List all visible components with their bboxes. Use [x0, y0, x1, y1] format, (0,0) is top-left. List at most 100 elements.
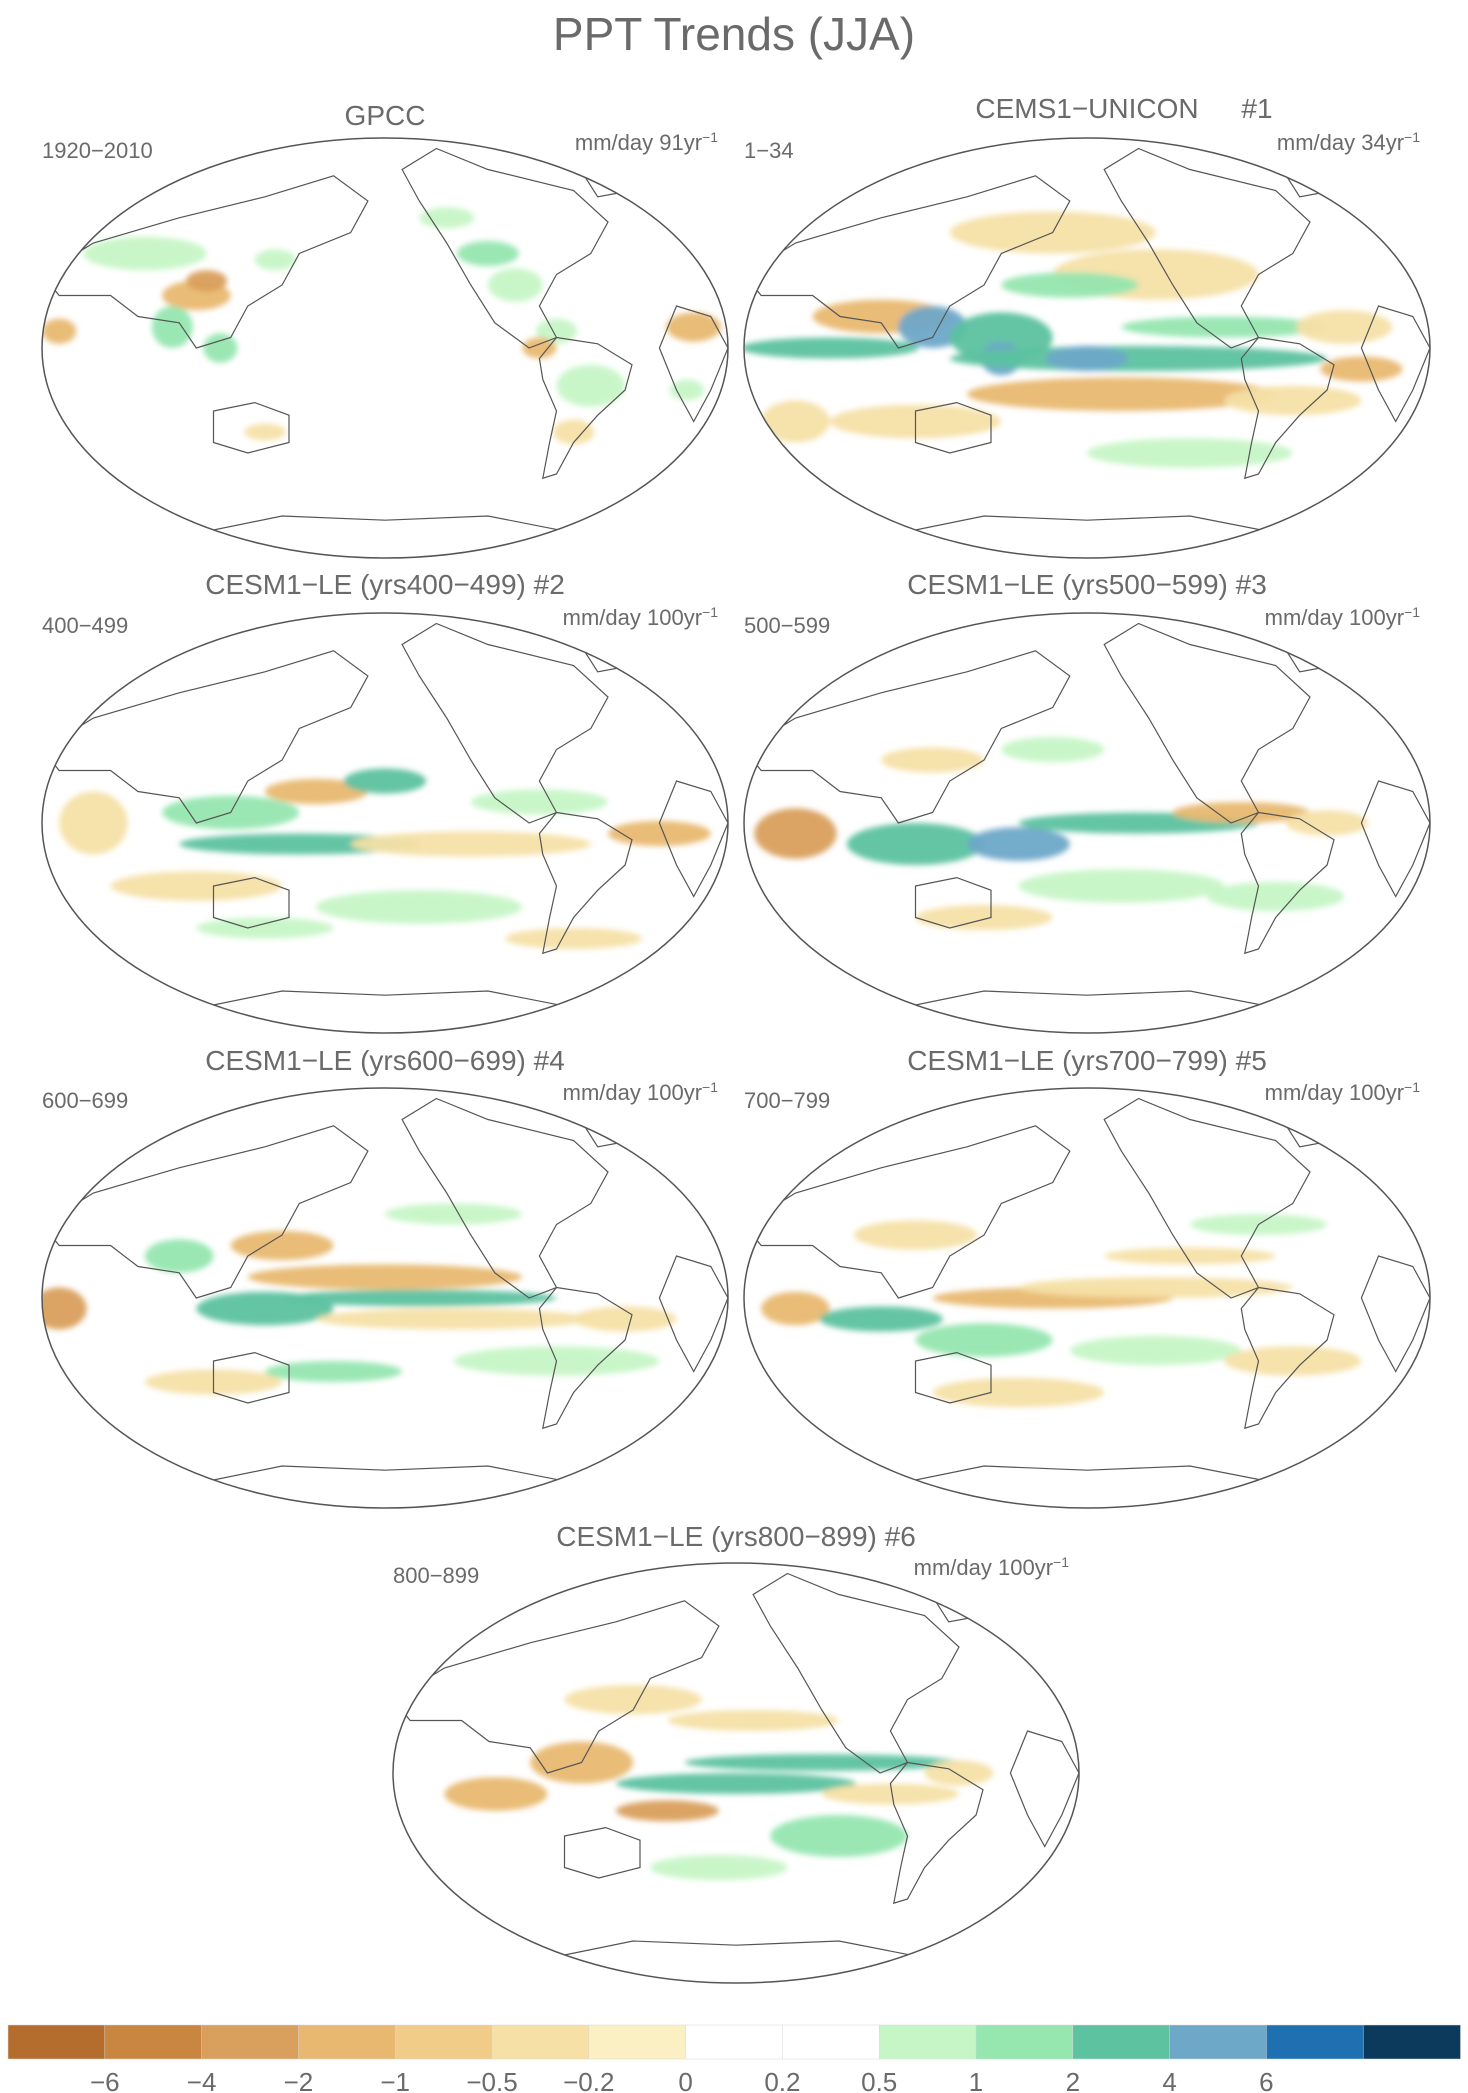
panel-years: 1920−2010	[42, 138, 153, 163]
panel-units-exponent: −1	[1404, 604, 1420, 620]
colorbar-swatch	[298, 2024, 396, 2060]
trend-patch	[564, 1684, 702, 1715]
colorbar-tick-label: −4	[187, 2067, 217, 2093]
panel-title: GPCC	[345, 100, 426, 131]
colorbar-swatch	[1169, 2024, 1268, 2060]
coastline-eurasia	[744, 650, 1071, 824]
trend-patch	[1001, 272, 1139, 298]
colorbar-swatch	[878, 2024, 977, 2060]
coastline-eurasia	[42, 175, 369, 349]
coastline-antarctica	[881, 990, 1276, 1013]
trend-patch	[196, 917, 334, 939]
panel-years: 400−499	[42, 613, 128, 638]
coastline-americaS	[1240, 1286, 1335, 1430]
coastline-antarctica	[179, 1465, 574, 1488]
trend-patch	[264, 1361, 403, 1382]
panel-units: mm/day 100yr−1	[563, 604, 719, 630]
panel-title: CESM1−LE (yrs800−899) #6	[556, 1521, 916, 1552]
coastline-australia	[914, 1351, 992, 1404]
panel-units-exponent: −1	[702, 604, 718, 620]
trend-patch	[1207, 881, 1345, 912]
map-frame	[41, 137, 729, 559]
trend-patch	[316, 890, 523, 924]
coastline-africa	[1360, 1255, 1430, 1373]
trend-patch	[966, 827, 1070, 861]
panel-units-exponent: −1	[1404, 1079, 1420, 1095]
trend-patch	[1018, 869, 1225, 903]
colorbar-swatch	[588, 2024, 687, 2060]
map-panel-gpcc: GPCC 1920−2010 mm/day 91yr−1	[41, 100, 729, 559]
panel-units-exponent: −1	[702, 1079, 718, 1095]
trend-patch	[949, 345, 1328, 372]
precip-field	[42, 613, 728, 1033]
trend-patch	[230, 1230, 334, 1261]
trend-patch	[522, 337, 557, 359]
colorbar-swatch	[394, 2024, 493, 2060]
colorbar-swatch	[1072, 2024, 1171, 2060]
colorbar-swatch	[201, 2024, 300, 2060]
coastline-antarctica	[881, 515, 1276, 538]
coastlines	[42, 147, 728, 538]
trend-patch	[470, 789, 608, 815]
trend-patch	[350, 831, 591, 857]
trend-patch	[1172, 802, 1310, 823]
trend-patch	[1018, 1277, 1293, 1298]
trend-patch	[535, 318, 578, 344]
panel-units: mm/day 100yr−1	[1265, 604, 1421, 630]
trend-patch	[761, 400, 830, 443]
trend-patch	[264, 778, 368, 805]
colorbar-swatch	[1362, 2024, 1461, 2060]
coastline-americaS	[538, 1286, 633, 1430]
coastline-americaS	[889, 1761, 984, 1905]
panel-years: 600−699	[42, 1088, 128, 1113]
trend-patch	[615, 1800, 719, 1822]
panel-title: CESM1−LE (yrs400−499) #2	[205, 569, 565, 600]
coastline-australia	[212, 876, 290, 929]
panel-number: #1	[1241, 93, 1272, 124]
colorbar-tick-label: 4	[1162, 2067, 1176, 2093]
trend-patch	[316, 1308, 591, 1330]
coastline-australia	[563, 1826, 641, 1879]
panel-title: CESM1−LE (yrs600−699) #4	[205, 1045, 565, 1076]
coastline-africa	[658, 780, 728, 898]
trend-patch	[1285, 810, 1369, 836]
map-frame	[41, 612, 729, 1034]
coastline-australia	[212, 1351, 290, 1404]
trend-patch	[1296, 310, 1393, 344]
figure-title: PPT Trends (JJA)	[553, 8, 915, 60]
trend-patch	[819, 1306, 943, 1332]
trend-patch	[846, 823, 985, 865]
colorbar-tick-label: −2	[284, 2067, 314, 2093]
panel-units-exponent: −1	[1053, 1554, 1069, 1570]
panel-title: CESM1−LE (yrs700−799) #5	[907, 1045, 1267, 1076]
map-frame	[743, 612, 1431, 1034]
colorbar-swatch	[7, 2024, 106, 2060]
trend-patch	[573, 1306, 677, 1332]
colorbar-swatch	[685, 2024, 784, 2060]
trend-patch	[1104, 1247, 1276, 1265]
trend-patch	[607, 820, 711, 847]
colorbar-tick-label: 1	[969, 2067, 983, 2093]
colorbar-tick-label: 0.2	[764, 2067, 800, 2093]
colorbar-swatch	[104, 2024, 203, 2060]
coastline-africa	[1009, 1730, 1079, 1848]
trend-patch	[744, 337, 919, 359]
map-panel-le4: CESM1−LE (yrs600−699) #4 600−699 mm/day 10…	[41, 1045, 729, 1509]
map-panel-le3: CESM1−LE (yrs500−599) #3 500−599 mm/day 10…	[743, 569, 1431, 1034]
panel-units-exponent: −1	[1404, 129, 1420, 145]
trend-patch	[684, 1754, 959, 1771]
trend-patch	[42, 1287, 87, 1330]
trend-patch	[853, 1220, 978, 1250]
trend-patch	[1045, 345, 1129, 372]
map-panel-le5: CESM1−LE (yrs700−799) #5 700−799 mm/day 10…	[743, 1045, 1431, 1509]
trend-patch	[770, 1815, 908, 1857]
trend-patch	[42, 318, 77, 344]
coastline-eurasia	[393, 1600, 720, 1774]
colorbar-tick-label: 2	[1066, 2067, 1080, 2093]
panel-units: mm/day 91yr−1	[575, 129, 718, 155]
precip-field	[744, 613, 1430, 1033]
coastline-africa	[658, 305, 728, 423]
trend-patch	[244, 423, 286, 441]
coastline-antarctica	[179, 990, 574, 1013]
